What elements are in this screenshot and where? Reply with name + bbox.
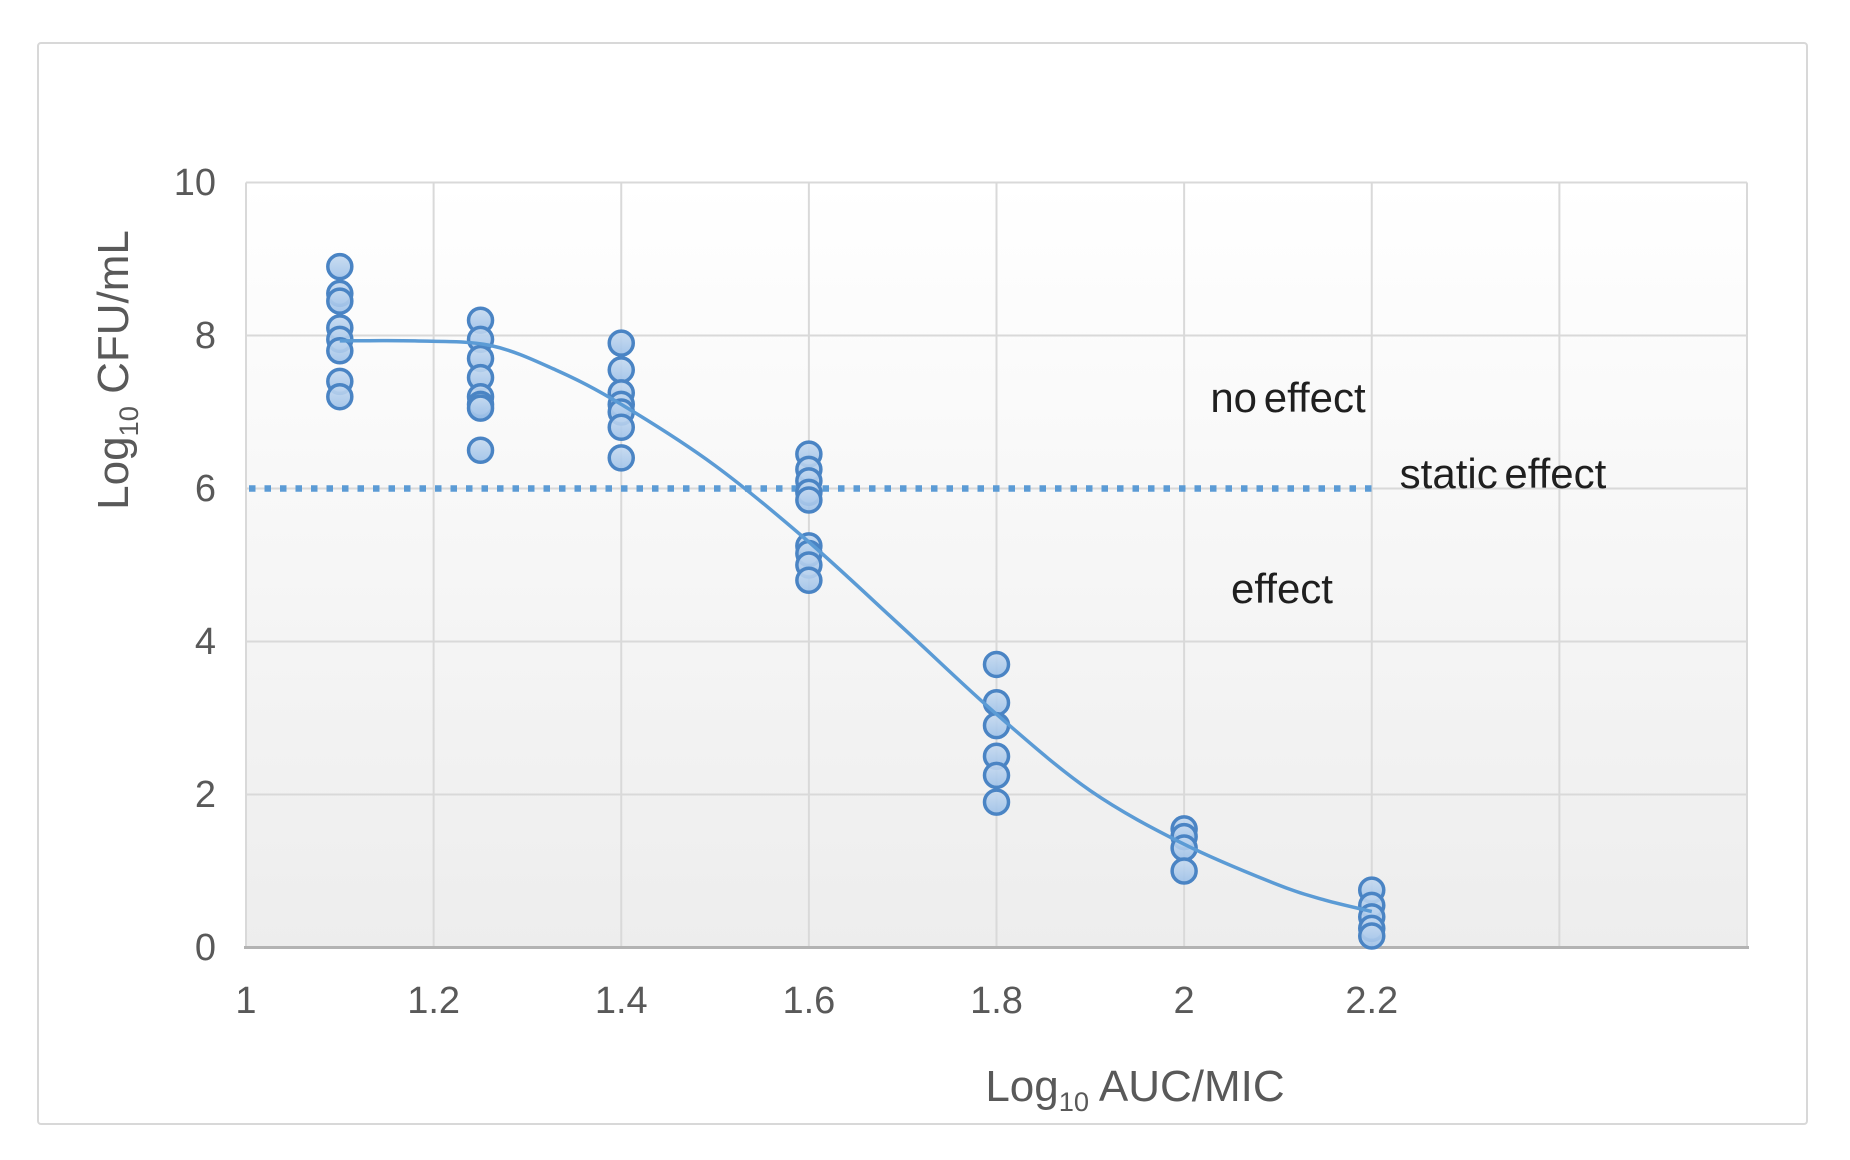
y-tick-label-4: 4: [194, 620, 216, 663]
data-point: [326, 287, 354, 315]
x-tick-label-1.8: 1.8: [970, 980, 1023, 1022]
annotation-static-effect: static effect: [1399, 450, 1607, 497]
annotation-no-effect: no effect: [1210, 374, 1366, 421]
data-point: [466, 394, 495, 422]
data-point: [607, 356, 635, 384]
data-point: [795, 486, 823, 514]
x-tick-label-1.6: 1.6: [782, 980, 836, 1022]
x-tick-label-2: 2: [1173, 980, 1195, 1022]
data-point: [326, 252, 354, 281]
y-tick-label-6: 6: [194, 467, 216, 510]
x-tick-label-1: 1: [235, 980, 257, 1022]
data-point: [982, 688, 1011, 717]
data-point: [1170, 857, 1198, 885]
data-point: [326, 337, 354, 365]
x-tick-label-1.2: 1.2: [407, 980, 461, 1022]
data-point: [466, 436, 495, 464]
data-point: [607, 444, 635, 472]
data-point: [982, 788, 1011, 816]
data-point: [795, 566, 823, 595]
data-point: [607, 413, 635, 442]
x-tick-label-1.4: 1.4: [594, 980, 648, 1022]
annotation-effect: effect: [1231, 565, 1333, 612]
data-point: [607, 329, 635, 357]
x-axis-title: Log10 AUC/MIC: [985, 1062, 1285, 1117]
data-point: [326, 382, 354, 411]
data-point: [1358, 922, 1386, 950]
data-point: [982, 761, 1011, 790]
y-tick-label-0: 0: [194, 926, 216, 969]
y-tick-label-10: 10: [173, 161, 216, 204]
x-tick-label-2.2: 2.2: [1345, 980, 1399, 1022]
y-tick-label-8: 8: [194, 314, 216, 357]
data-point: [982, 711, 1011, 740]
y-axis-title: Log10 CFU/mL: [89, 230, 144, 510]
y-tick-label-2: 2: [194, 773, 216, 816]
fitted-curve: [339, 338, 1373, 914]
data-point: [982, 650, 1011, 679]
